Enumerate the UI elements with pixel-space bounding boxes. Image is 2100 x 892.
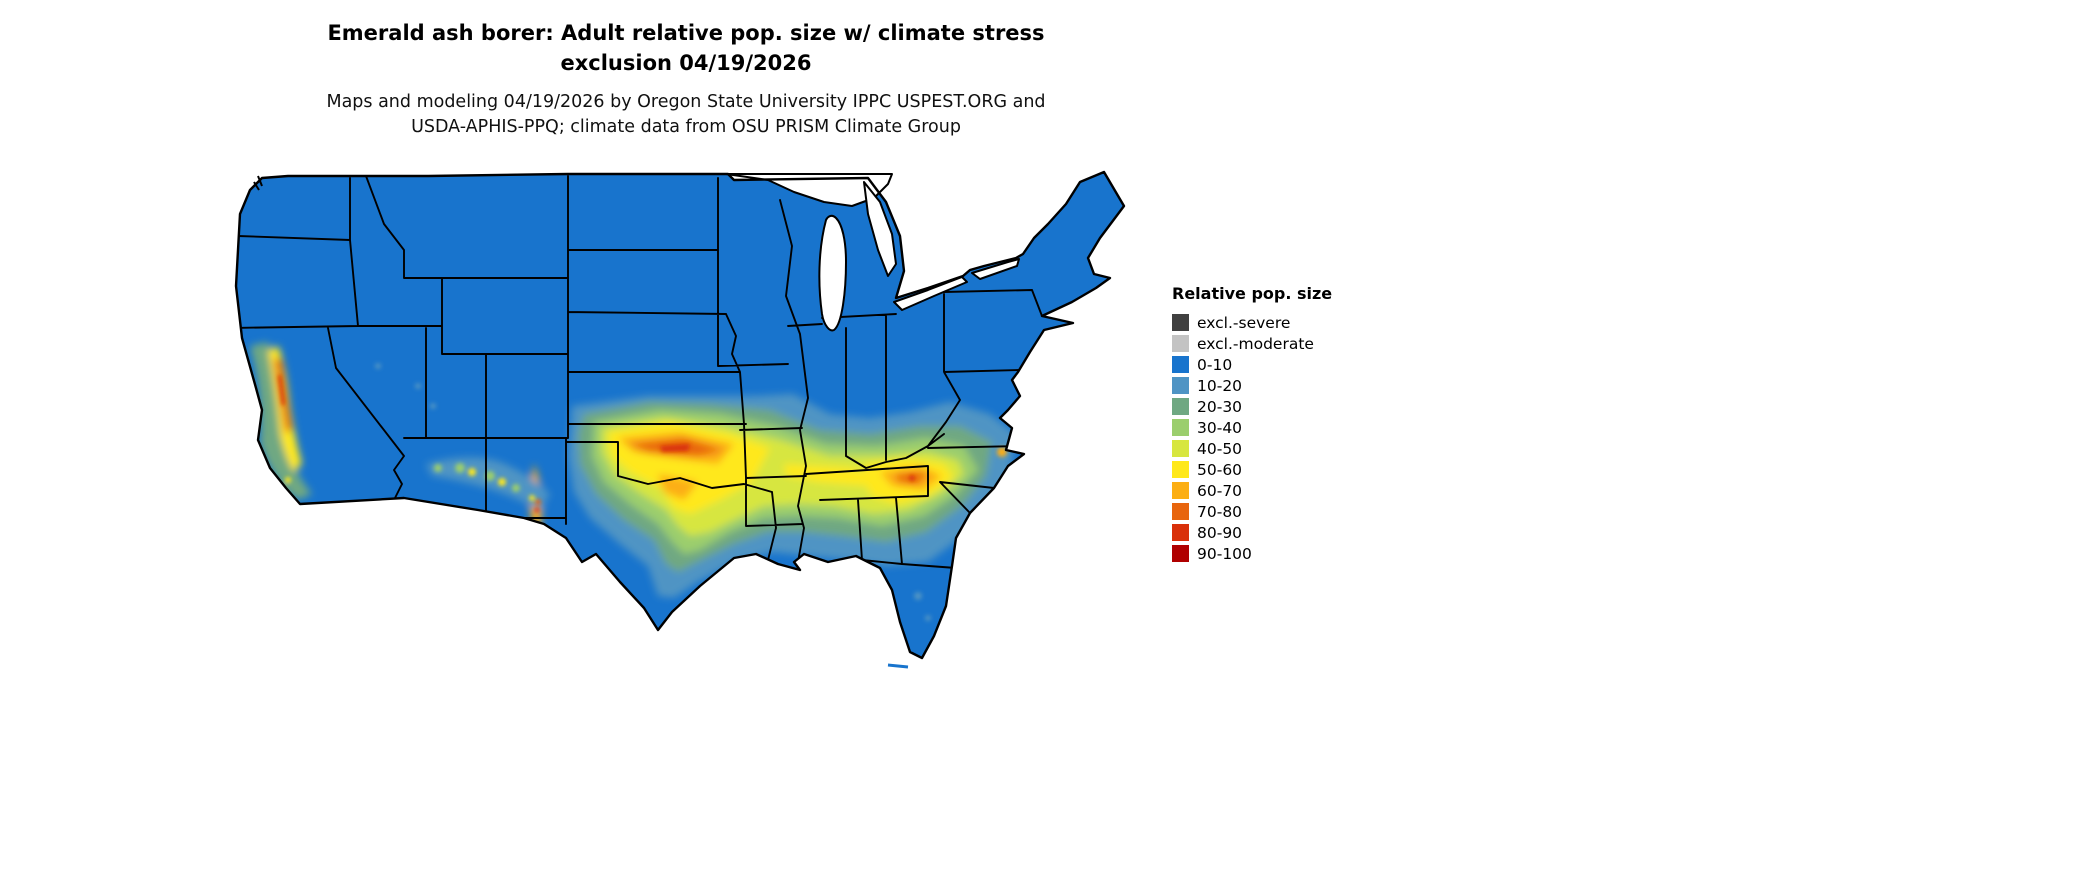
legend-item-label: excl.-severe — [1197, 313, 1291, 332]
legend-swatch — [1172, 377, 1189, 394]
legend-item: 80-90 — [1172, 522, 1382, 543]
legend-item: 90-100 — [1172, 543, 1382, 564]
legend-swatch — [1172, 314, 1189, 331]
legend-swatch — [1172, 545, 1189, 562]
blob-yellow-tennessee — [784, 464, 880, 486]
speck-teal-nevada-1 — [415, 383, 421, 389]
legend-item: excl.-severe — [1172, 312, 1382, 333]
us-map — [234, 170, 1126, 669]
legend-swatch — [1172, 503, 1189, 520]
legend-item-label: 80-90 — [1197, 523, 1243, 542]
legend-item: 0-10 — [1172, 354, 1382, 375]
legend-item: 50-60 — [1172, 459, 1382, 480]
legend-swatch — [1172, 461, 1189, 478]
page-title-line2: exclusion 04/19/2026 — [560, 51, 812, 75]
legend-items: excl.-severe excl.-moderate 0-10 10-20 2… — [1172, 312, 1382, 564]
legend-swatch — [1172, 440, 1189, 457]
legend-item: 30-40 — [1172, 417, 1382, 438]
speck-lightgreen-az-3 — [434, 464, 442, 472]
speck-red-oklahoma — [660, 444, 690, 452]
legend-item-label: 30-40 — [1197, 418, 1243, 437]
speck-green-socal-2 — [268, 494, 276, 502]
legend-title: Relative pop. size — [1172, 284, 1333, 303]
speck-yellow-az-2 — [498, 478, 506, 486]
page-title: Emerald ash borer: Adult relative pop. s… — [0, 18, 1372, 78]
speck-yellow-socal — [285, 477, 291, 483]
legend-item: 40-50 — [1172, 438, 1382, 459]
us-map-container — [228, 166, 1136, 672]
legend-item-label: 60-70 — [1197, 481, 1243, 500]
legend-item-label: 0-10 — [1197, 355, 1233, 374]
page-title-line1: Emerald ash borer: Adult relative pop. s… — [327, 21, 1045, 45]
speck-red-bigbend — [534, 507, 540, 513]
speck-lightgreen-az-1 — [455, 463, 465, 473]
speck-yellow-az-1 — [468, 468, 476, 476]
lake-superior — [725, 173, 893, 207]
speck-teal-utah — [375, 363, 381, 369]
speck-orange-nc-coast — [997, 447, 1007, 457]
speck-yellow-wtx — [529, 495, 535, 501]
puget-sound-detail — [253, 175, 263, 191]
legend-item: 70-80 — [1172, 501, 1382, 522]
florida-keys — [887, 663, 909, 669]
legend-item: excl.-moderate — [1172, 333, 1382, 354]
legend-item-label: 40-50 — [1197, 439, 1243, 458]
legend-swatch — [1172, 356, 1189, 373]
legend-item-label: 10-20 — [1197, 376, 1243, 395]
speck-teal-florida-1 — [914, 592, 922, 600]
legend-item-label: 90-100 — [1197, 544, 1252, 563]
speck-teal-nevada-2 — [430, 403, 436, 409]
speck-darkorange-bigbend — [535, 499, 541, 505]
page-subtitle-line2: USDA-APHIS-PPQ; climate data from OSU PR… — [411, 117, 961, 137]
page-subtitle-line1: Maps and modeling 04/19/2026 by Oregon S… — [326, 92, 1046, 112]
great-lakes — [725, 173, 1020, 332]
lake-huron — [863, 181, 897, 277]
header: Emerald ash borer: Adult relative pop. s… — [0, 18, 1372, 140]
legend-item-label: excl.-moderate — [1197, 334, 1314, 353]
page-subtitle: Maps and modeling 04/19/2026 by Oregon S… — [0, 90, 1372, 140]
lake-ontario — [971, 258, 1020, 280]
speck-teal-florida-2 — [925, 615, 931, 621]
legend-swatch — [1172, 524, 1189, 541]
speck-lightgreen-az-2 — [485, 471, 495, 481]
legend-item: 10-20 — [1172, 375, 1382, 396]
lake-erie — [893, 276, 968, 311]
speck-lightgreen-nm — [512, 484, 520, 492]
legend: Relative pop. size excl.-severe excl.-mo… — [1172, 284, 1382, 564]
legend-item-label: 50-60 — [1197, 460, 1243, 479]
lake-michigan — [818, 214, 847, 332]
speck-red-southcarolina — [909, 475, 915, 481]
legend-swatch — [1172, 482, 1189, 499]
legend-item-label: 70-80 — [1197, 502, 1243, 521]
legend-item-label: 20-30 — [1197, 397, 1243, 416]
legend-item: 60-70 — [1172, 480, 1382, 501]
legend-item: 20-30 — [1172, 396, 1382, 417]
speck-red-california — [278, 374, 285, 406]
heat-specks — [268, 363, 1007, 621]
legend-swatch — [1172, 419, 1189, 436]
legend-swatch — [1172, 398, 1189, 415]
legend-swatch — [1172, 335, 1189, 352]
state-borders — [236, 175, 1043, 569]
